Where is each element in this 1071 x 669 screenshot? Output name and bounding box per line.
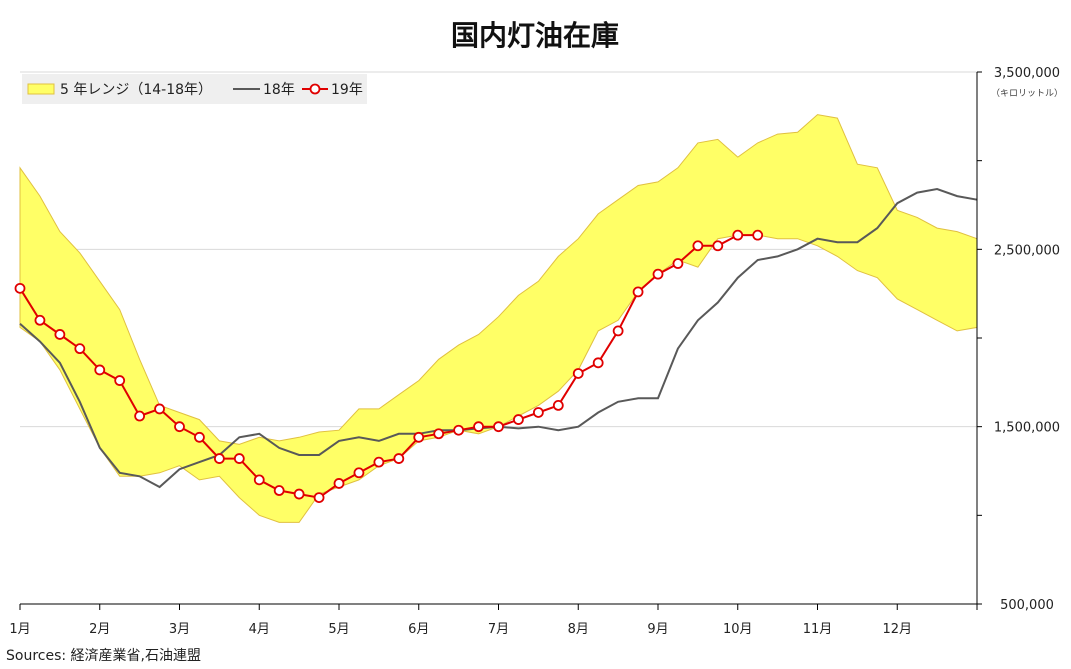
series-19-point xyxy=(473,421,484,433)
legend-19-swatch-marker xyxy=(309,83,321,95)
series-19-point xyxy=(592,357,604,369)
x-tick-label: 12月 xyxy=(882,622,912,637)
x-tick-label: 4月 xyxy=(249,622,270,637)
series-19-point xyxy=(233,453,245,464)
series-19-point xyxy=(493,421,504,433)
series-19-point xyxy=(194,431,205,443)
y-tick-label: 500,000 xyxy=(1000,598,1054,613)
y-tick-labels: 500,000 1,500,000 2,500,000 3,500,000 xyxy=(994,66,1060,613)
series-19-point xyxy=(353,467,365,479)
series-19-point xyxy=(752,229,764,241)
source-note: Sources: 経済産業省,石油連盟 xyxy=(6,648,201,664)
x-tick-label: 5月 xyxy=(328,622,349,637)
legend-19-label: 19年 xyxy=(331,82,363,98)
series-19-point xyxy=(34,314,46,326)
series-19-point xyxy=(253,474,265,486)
series-19-point xyxy=(213,453,225,464)
series-19-point xyxy=(552,399,564,411)
series-19-point xyxy=(174,421,185,433)
series-19-point xyxy=(513,414,524,425)
series-19-point xyxy=(652,268,664,280)
series-19-point xyxy=(74,343,86,355)
x-tick-label: 2月 xyxy=(89,622,110,637)
y-tick-label: 3,500,000 xyxy=(994,66,1060,81)
x-tick-label: 11月 xyxy=(803,622,833,637)
series-19-point xyxy=(373,456,385,468)
x-tick-label: 3月 xyxy=(169,622,190,637)
series-19-point xyxy=(54,329,66,340)
series-19-point xyxy=(134,410,146,422)
series-19-point xyxy=(632,286,644,298)
legend-18-label: 18年 xyxy=(263,82,295,98)
series-19-point xyxy=(572,368,584,379)
series-19-point xyxy=(413,431,425,443)
x-tick-marks xyxy=(19,604,978,610)
y-tick-marks xyxy=(977,71,982,605)
series-19-point xyxy=(732,229,744,241)
y-tick-label: 1,500,000 xyxy=(994,421,1060,436)
series-19-point xyxy=(313,492,325,504)
x-tick-label: 10月 xyxy=(723,622,753,637)
y-tick-label: 2,500,000 xyxy=(994,243,1060,258)
legend: 5 年レンジ（14-18年） 18年 19年 xyxy=(22,74,367,104)
series-19-markers xyxy=(14,229,764,504)
series-19-point xyxy=(453,424,465,436)
series-19-point xyxy=(114,375,126,386)
legend-range-swatch xyxy=(27,83,55,95)
x-tick-label: 7月 xyxy=(488,622,509,637)
y-unit-label: （キロリットル） xyxy=(991,88,1063,99)
series-19-point xyxy=(154,403,165,415)
series-19-point xyxy=(672,258,684,269)
series-19-point xyxy=(393,453,405,464)
series-19-point xyxy=(532,407,544,418)
series-19-point xyxy=(94,364,106,376)
x-tick-label: 9月 xyxy=(647,622,668,637)
chart-title: 国内灯油在庫 xyxy=(451,19,619,52)
series-19-point xyxy=(14,282,26,294)
series-19-point xyxy=(612,325,624,337)
x-tick-label: 1月 xyxy=(9,622,30,637)
x-tick-label: 6月 xyxy=(408,622,429,637)
series-19-point xyxy=(273,485,285,496)
series-19-point xyxy=(712,240,724,252)
series-19-point xyxy=(433,428,445,440)
series-19-point xyxy=(692,240,704,252)
five-year-range-area xyxy=(19,114,978,523)
series-19-point xyxy=(333,478,345,489)
x-tick-labels: 1月 2月 3月 4月 5月 6月 7月 8月 9月 10月 11月 12月 xyxy=(9,622,912,637)
legend-range-label: 5 年レンジ（14-18年） xyxy=(60,82,212,98)
series-19-point xyxy=(293,488,305,500)
x-tick-label: 8月 xyxy=(568,622,589,637)
